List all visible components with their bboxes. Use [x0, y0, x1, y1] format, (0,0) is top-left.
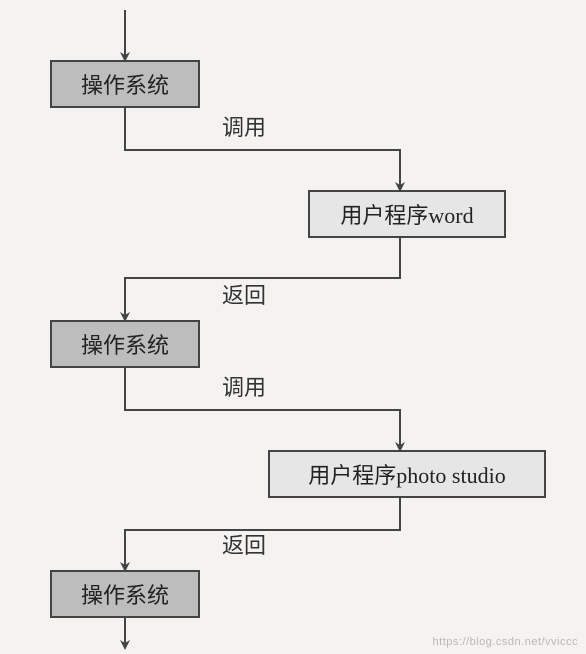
node-os-3: 操作系统	[50, 570, 200, 618]
node-os-2: 操作系统	[50, 320, 200, 368]
watermark: https://blog.csdn.net/vviccc	[433, 636, 578, 648]
node-user-word: 用户程序word	[308, 190, 506, 238]
edge-label-return-1: 返回	[222, 278, 266, 310]
node-label: 操作系统	[81, 578, 169, 610]
node-label: 用户程序photo studio	[308, 458, 505, 490]
node-label: 操作系统	[81, 328, 169, 360]
node-user-photostudio: 用户程序photo studio	[268, 450, 546, 498]
edge-label-call-2: 调用	[222, 370, 266, 402]
edge-label-call-1: 调用	[222, 110, 266, 142]
node-label: 用户程序word	[340, 198, 473, 230]
edge-label-return-2: 返回	[222, 528, 266, 560]
node-os-1: 操作系统	[50, 60, 200, 108]
node-label: 操作系统	[81, 68, 169, 100]
